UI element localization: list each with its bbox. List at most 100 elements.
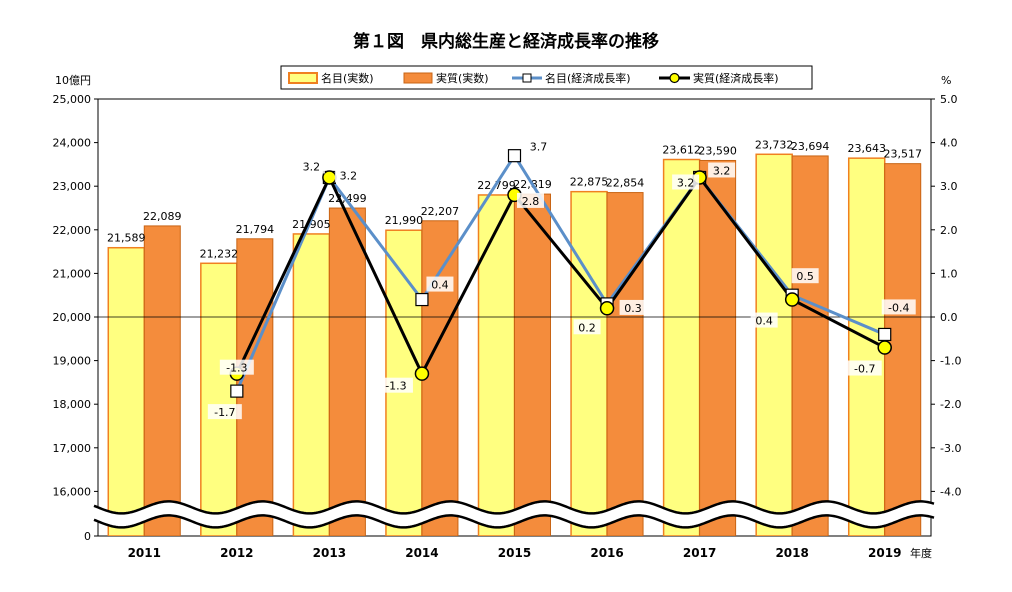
marker-real-growth-2016 (599, 301, 615, 316)
y-right-tick-label: 0.0 (940, 311, 958, 324)
legend-marker-real-line (669, 72, 680, 84)
line-real-label: 3.2 (340, 169, 358, 182)
bar-nominal-label: 23,643 (847, 142, 886, 155)
bar-real-2016 (606, 192, 644, 536)
line-real-label: -0.7 (854, 363, 875, 376)
x-tick-labels: 2011 2012 2013 2014 2015 2016 2017 2018 2019 (128, 546, 902, 560)
line-real-label: 3.2 (677, 176, 695, 189)
y-left-tick-label: 25,000 (53, 93, 92, 106)
bar-nominal-label: 21,990 (385, 214, 424, 227)
line-nominal-label: 0.3 (624, 302, 642, 315)
bar-real-label: 22,207 (421, 205, 460, 218)
axis-break-band (94, 501, 934, 528)
y-left-tick-label: 20,000 (53, 311, 92, 324)
line-nominal-label: -1.7 (214, 406, 235, 419)
x-tick-label: 2011 (128, 546, 161, 560)
bar-real-label: 22,854 (606, 177, 645, 190)
axis-break-lower-wave (93, 514, 935, 529)
bar-real-2015 (514, 193, 551, 536)
bar-nominal-label: 21,232 (200, 247, 239, 260)
y-left-tick-label: 21,000 (53, 267, 92, 280)
line-real-growth (235, 173, 886, 378)
bar-nominal-2015 (477, 194, 516, 536)
bar-nominal-2013 (292, 233, 331, 536)
y-right-tick-label: 4.0 (940, 137, 958, 150)
line-nominal-label: 0.5 (796, 270, 814, 283)
axis-break (93, 500, 935, 529)
bar-nominal-label: 23,732 (755, 138, 794, 151)
y-right-tick-label: 5.0 (940, 93, 958, 106)
line-real-label-bg (573, 319, 601, 335)
y-right-ticks: 5.0 4.0 3.0 2.0 1.0 0.0 -1.0 -2.0 -3.0 -4.0 (931, 93, 961, 498)
x-axis-label: 年度 (910, 546, 932, 560)
line-nominal-growth (235, 152, 886, 392)
line-data-labels: -1.7 3.2 0.4 3.7 0.3 3.2 0.5 -0.4 -1.3 3.2 -1.3 2.8… (207, 138, 916, 420)
line-nominal-label-bg (881, 299, 916, 315)
line-nominal-label-bg (297, 158, 325, 174)
line-real-label: 2.8 (522, 195, 540, 208)
y-right-tick-label: -4.0 (940, 485, 961, 498)
legend: 名目(実数) 実質(実数) 名目(経済成長率) 実質(経済成長率) (280, 65, 813, 90)
y-left-unit-label: 10億円 (55, 74, 91, 87)
line-real-label-bg (847, 360, 882, 376)
legend-label-nominal-line: 名目(経済成長率) (545, 71, 631, 85)
legend-swatch-real-bar (403, 72, 433, 84)
bar-real-2018 (791, 155, 829, 536)
bar-real-label: 21,794 (236, 223, 275, 236)
y-right-tick-label: -2.0 (940, 398, 961, 411)
line-real-label: -1.3 (226, 362, 247, 375)
line-nominal-label-bg (426, 276, 454, 292)
marker-nominal-growth-2015 (507, 149, 522, 163)
y-right-tick-label: -3.0 (940, 442, 961, 455)
y-right-unit-label: % (941, 74, 951, 87)
x-tick-label: 2019 (868, 546, 901, 560)
legend-label-real-line: 実質(経済成長率) (693, 71, 779, 85)
bar-series (107, 153, 922, 536)
y-left-tick-label: 17,000 (53, 442, 92, 455)
bar-real-label: 23,517 (883, 148, 922, 161)
marker-nominal-growth-2012 (230, 384, 244, 398)
bar-nominal-2018 (755, 153, 793, 536)
line-nominal-label-bg (207, 404, 242, 420)
marker-real-growth-2014 (414, 366, 430, 381)
line-real-label: 0.4 (755, 315, 773, 328)
line-nominal-label: -0.4 (888, 301, 909, 314)
line-nominal-label-bg (619, 299, 647, 315)
line-real-label-bg (750, 312, 778, 328)
bar-nominal-2017 (662, 158, 701, 536)
bar-real-2017 (699, 159, 737, 536)
marker-nominal-growth-2014 (415, 292, 429, 307)
line-nominal-label: 3.2 (713, 164, 731, 177)
bar-nominal-2012 (200, 262, 238, 536)
bar-nominal-2016 (570, 190, 608, 536)
bar-real-label: 23,694 (791, 140, 830, 153)
y-left-tick-label: 24,000 (53, 137, 92, 150)
bar-nominal-label: 21,589 (107, 232, 146, 245)
bar-real-label: 22,089 (143, 210, 182, 223)
y-right-tick-label: 3.0 (940, 180, 958, 193)
chart-title: 第１図 県内総生産と経済成長率の推移 (353, 31, 659, 52)
line-real-label-bg (672, 174, 700, 190)
y-left-tick-label: 16,000 (53, 485, 92, 498)
legend-label-nominal-bar: 名目(実数) (321, 71, 374, 85)
line-nominal-label: 0.4 (431, 279, 449, 292)
marker-real-growth-2018 (784, 292, 800, 307)
x-tick-label: 2012 (220, 546, 253, 560)
line-real-label-bg (219, 359, 254, 375)
y-left-tick-label: 18,000 (53, 398, 92, 411)
line-real-label-bg (517, 192, 544, 208)
line-nominal-label-bg (708, 162, 736, 178)
line-nominal-label-bg (791, 268, 819, 284)
legend-marker-nominal-line (522, 73, 532, 83)
y-left-ticks: 25,000 24,000 23,000 22,000 21,000 20,000 19,0… (53, 93, 98, 543)
x-tick-label: 2014 (405, 546, 438, 560)
line-nominal-label: 3.2 (303, 160, 321, 173)
axis-break-upper-wave (93, 500, 935, 515)
y-right-tick-label: -1.0 (940, 355, 961, 368)
legend-swatch-nominal-bar (288, 72, 318, 84)
y-left-tick-label: 19,000 (53, 355, 92, 368)
bar-nominal-2011 (107, 246, 146, 536)
bar-real-2011 (143, 225, 181, 536)
line-real-label: 0.2 (578, 321, 596, 334)
